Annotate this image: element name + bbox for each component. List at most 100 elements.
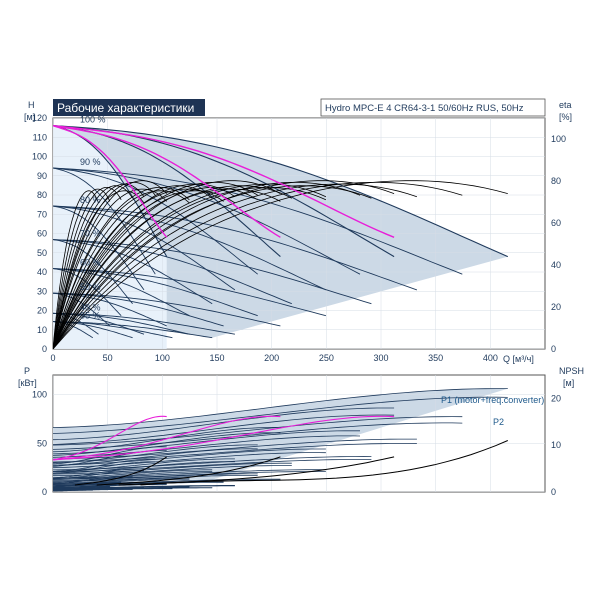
- speed-label-35: 35 %: [80, 311, 101, 321]
- eta-curve-1p-50: [53, 188, 111, 349]
- flow-tick-label: 200: [264, 353, 279, 363]
- power-curve-p2: [53, 396, 508, 434]
- npsh-axis-label: NPSH: [559, 366, 584, 376]
- title-bar: [53, 99, 205, 116]
- eta-curve-1p-40: [53, 190, 99, 349]
- single-pump-region: [53, 125, 167, 349]
- power-curve-p2: [53, 471, 213, 480]
- head-tick-label: 120: [32, 113, 47, 123]
- npsh-tick-label: 20: [551, 393, 561, 403]
- power-curve-p1: [53, 477, 190, 484]
- eta-tick-label: 80: [551, 176, 561, 186]
- head-tick-label: 60: [37, 229, 47, 239]
- power-curve-p2: [53, 443, 417, 463]
- head-tick-label: 20: [37, 306, 47, 316]
- speed-label-70: 70 %: [80, 229, 101, 239]
- flow-tick-label: 250: [319, 353, 334, 363]
- speed-label-50: 50 %: [80, 282, 101, 292]
- max-speed-power-curve-3: [53, 415, 395, 461]
- eta-axis-unit: [%]: [559, 112, 572, 122]
- eta-curve-1p-100: [53, 180, 167, 349]
- head-curve-4p-40: [53, 312, 235, 335]
- power-curve-p2: [53, 470, 144, 480]
- eta-tick-label: 40: [551, 260, 561, 270]
- head-axis-unit: [м]: [24, 112, 35, 122]
- head-curve-1p-70: [53, 239, 133, 304]
- power-envelope: [53, 388, 508, 485]
- eta-curve-2p-40: [53, 190, 145, 349]
- power-curve-p2: [53, 486, 190, 490]
- head-tick-label: 110: [33, 132, 47, 142]
- head-tick-label: 10: [37, 325, 47, 335]
- flow-tick-label: 350: [428, 353, 443, 363]
- eta-curve-3p-90: [53, 182, 361, 349]
- npsh-axis-unit: [м]: [563, 378, 574, 388]
- chart-title: Рабочие характеристики: [57, 101, 194, 115]
- power-curve-p2: [53, 461, 235, 474]
- subtitle-box: [320, 98, 546, 117]
- npsh-tick-label: 10: [551, 440, 561, 450]
- head-curve-3p-90: [53, 167, 361, 275]
- eta-axis-label: eta: [559, 100, 572, 110]
- eta-curve-1p-60: [53, 187, 122, 349]
- speed-label-40: 40 %: [80, 302, 101, 312]
- eta-curve-4p-50: [53, 188, 281, 349]
- eta-curve-3p-50: [53, 188, 224, 349]
- max-speed-curve-2: [53, 125, 281, 238]
- head-curve-4p-80: [53, 205, 418, 291]
- power-curve-p2: [53, 452, 326, 469]
- head-tick-label: 70: [37, 209, 47, 219]
- power-curve-p1: [53, 448, 326, 466]
- power-curve-p2: [53, 487, 144, 491]
- speed-label-60: 60 %: [80, 258, 101, 268]
- power-curve-p1: [53, 388, 508, 428]
- eta-curve-3p-40: [53, 190, 190, 349]
- head-tick-label: 100: [32, 152, 47, 162]
- head-axis-label: H: [28, 100, 35, 110]
- eta-tick-label: 0: [551, 344, 556, 354]
- eta-curve-4p-100: [53, 180, 508, 349]
- head-curve-2p-80: [53, 205, 236, 291]
- eta-curve-2p-60: [53, 187, 190, 349]
- head-curve-4p-35: [53, 321, 213, 339]
- npsh-tick-label: 0: [551, 487, 556, 497]
- head-curve-2p-90: [53, 167, 258, 275]
- power-curve-p1: [53, 407, 395, 441]
- max-speed-curve-1: [53, 125, 168, 238]
- flow-tick-label: 0: [50, 353, 55, 363]
- power-curve-p1: [53, 416, 463, 446]
- npsh-curve-4p: [140, 440, 508, 486]
- eta-curve-2p-90: [53, 182, 258, 349]
- p1-series-label: P1 (motor+freq.converter): [441, 395, 544, 405]
- head-curve-1p-90: [53, 167, 156, 275]
- power-curve-p2: [53, 432, 281, 456]
- flow-tick-label: 300: [373, 353, 388, 363]
- npsh-curve-1p: [74, 456, 167, 486]
- eta-curve-4p-60: [53, 187, 327, 349]
- head-curve-2p-50: [53, 292, 167, 327]
- max-speed-power-curve-2: [53, 415, 281, 461]
- chart-subtitle: Hydro MPC-E 4 CR64-3-1 50/60Hz RUS, 50Hz: [325, 103, 524, 114]
- head-curve-4p-100: [53, 125, 509, 258]
- power-curve-p1: [53, 462, 292, 475]
- head-tick-label: 40: [37, 267, 47, 277]
- head-tick-label: 80: [37, 190, 47, 200]
- eta-curve-2p-50: [53, 188, 167, 349]
- head-tick-label: 30: [37, 286, 47, 296]
- power-axis-label: P: [24, 366, 30, 376]
- power-tick-label: 50: [37, 438, 47, 448]
- power-curve-p2: [53, 461, 156, 474]
- power-curve-p2: [53, 471, 326, 480]
- eta-curve-2p-70: [53, 185, 213, 349]
- flow-tick-label: 400: [483, 353, 498, 363]
- eta-curve-4p-40: [53, 190, 236, 349]
- power-curve-p2: [53, 422, 463, 450]
- power-curve-p2: [53, 448, 258, 466]
- flow-tick-label: 100: [155, 353, 170, 363]
- power-axis-unit: [кВт]: [18, 378, 37, 388]
- power-curve-p2: [53, 485, 235, 489]
- power-curve-p2: [53, 414, 395, 445]
- power-tick-label: 100: [32, 390, 47, 400]
